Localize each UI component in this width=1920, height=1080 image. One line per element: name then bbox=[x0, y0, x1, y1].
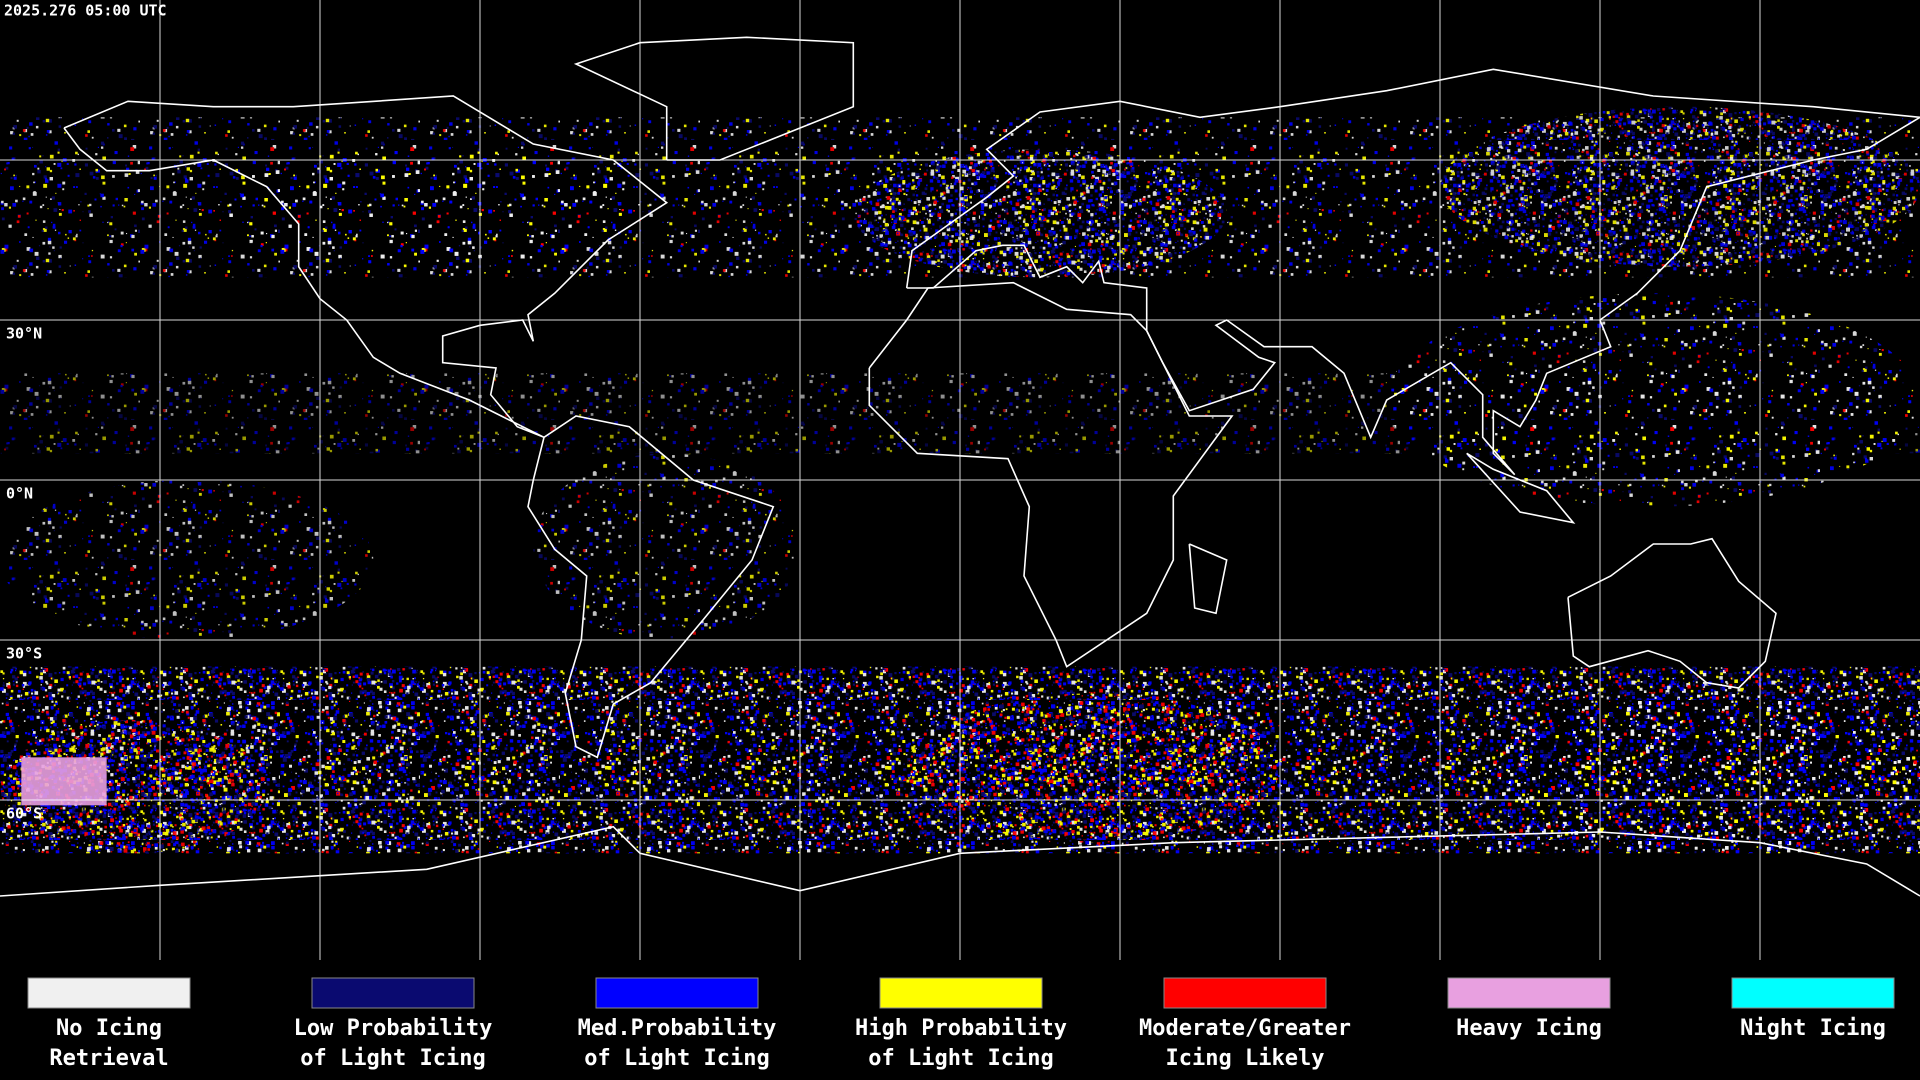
legend-swatch bbox=[1447, 977, 1611, 1009]
legend-swatch bbox=[879, 977, 1043, 1009]
lat-labels: 30°N 0°N 30°S 60°S bbox=[6, 325, 42, 823]
coastline bbox=[1466, 452, 1576, 524]
icing-area bbox=[0, 720, 267, 854]
legend-swatch bbox=[27, 977, 191, 1009]
heavy-icing-area bbox=[21, 757, 107, 806]
legend-label: Icing Likely bbox=[1166, 1046, 1325, 1071]
legend-label: High Probability bbox=[855, 1016, 1067, 1041]
legend-label: Med.Probability bbox=[578, 1016, 777, 1041]
legend-label: Heavy Icing bbox=[1456, 1016, 1602, 1041]
timestamp: 2025.276 05:00 UTC bbox=[4, 2, 167, 20]
icing-area bbox=[906, 693, 1280, 843]
legend-label: No Icing bbox=[56, 1016, 162, 1041]
graticule bbox=[0, 0, 1920, 960]
legend-label: Moderate/Greater bbox=[1139, 1016, 1351, 1041]
icing-area bbox=[533, 453, 800, 640]
icing-area bbox=[0, 480, 374, 640]
legend-label: of Light Icing bbox=[584, 1046, 769, 1071]
icing-area bbox=[1386, 293, 1920, 507]
legend-swatch bbox=[1163, 977, 1327, 1009]
legend-label: Retrieval bbox=[49, 1046, 168, 1071]
lat-label: 60°S bbox=[6, 805, 42, 823]
legend-swatch bbox=[1731, 977, 1895, 1009]
legend-label: Night Icing bbox=[1740, 1016, 1886, 1041]
icing-area bbox=[853, 149, 1227, 278]
lat-label: 0°N bbox=[6, 485, 33, 503]
icing-area bbox=[1440, 106, 1920, 267]
coastline bbox=[527, 415, 775, 759]
coastline bbox=[868, 281, 1234, 668]
coastline bbox=[1567, 537, 1777, 689]
coastline bbox=[63, 95, 669, 439]
coastline bbox=[573, 36, 855, 161]
legend-label: of Light Icing bbox=[300, 1046, 485, 1071]
coastline bbox=[1188, 543, 1228, 615]
legend-swatch bbox=[311, 977, 475, 1009]
icing-area bbox=[213, 149, 641, 267]
legend-label: Low Probability bbox=[294, 1016, 493, 1041]
lat-label: 30°N bbox=[6, 325, 42, 343]
icing-area bbox=[1493, 693, 1920, 854]
legend-label: of Light Icing bbox=[868, 1046, 1053, 1071]
legend: No Icing Retrieval Low Probability of Light… bbox=[27, 977, 1895, 1071]
legend-swatch bbox=[595, 977, 759, 1009]
lat-label: 30°S bbox=[6, 645, 42, 663]
